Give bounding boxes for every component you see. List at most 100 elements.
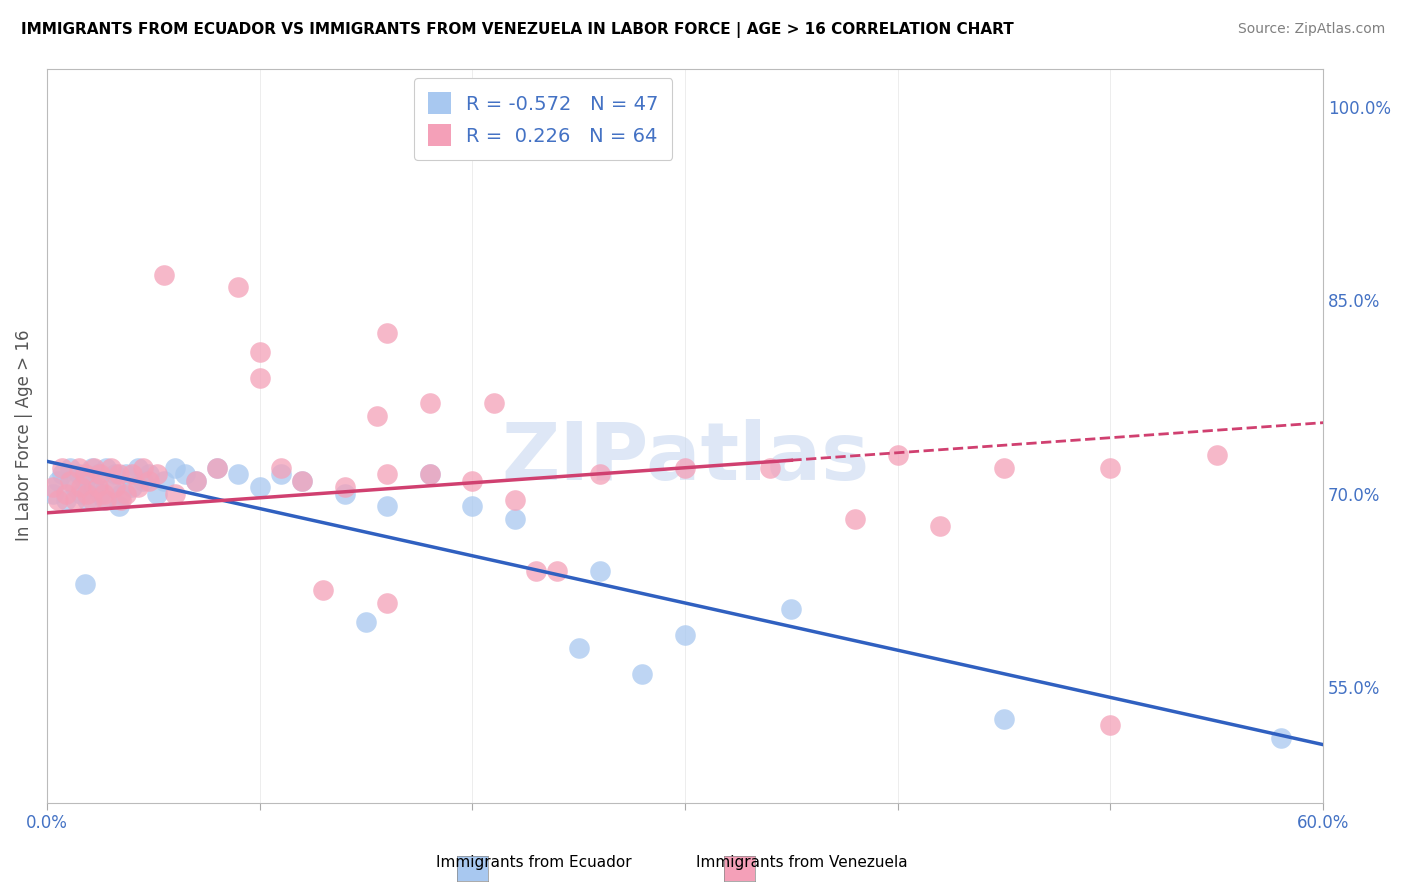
Point bbox=[51, 467, 73, 482]
Point bbox=[153, 474, 176, 488]
Point bbox=[110, 492, 132, 507]
Point bbox=[312, 583, 335, 598]
Point bbox=[75, 474, 97, 488]
Point bbox=[291, 474, 314, 488]
Text: Immigrants from Ecuador: Immigrants from Ecuador bbox=[436, 855, 633, 870]
Point bbox=[42, 486, 65, 500]
Point bbox=[375, 467, 398, 482]
Point bbox=[59, 460, 82, 475]
Point bbox=[228, 467, 250, 482]
Point bbox=[631, 666, 654, 681]
Point bbox=[96, 460, 118, 475]
Point bbox=[419, 467, 441, 482]
Point bbox=[228, 280, 250, 294]
Point bbox=[93, 492, 115, 507]
Point bbox=[87, 467, 110, 482]
Y-axis label: In Labor Force | Age > 16: In Labor Force | Age > 16 bbox=[15, 330, 32, 541]
Point bbox=[76, 486, 98, 500]
Point bbox=[482, 396, 505, 410]
Point bbox=[993, 712, 1015, 726]
Point bbox=[76, 492, 98, 507]
Point bbox=[75, 576, 97, 591]
Point bbox=[929, 518, 952, 533]
Point bbox=[524, 564, 547, 578]
Point bbox=[121, 467, 143, 482]
Point bbox=[138, 467, 160, 482]
Point bbox=[1099, 460, 1122, 475]
Point bbox=[131, 460, 153, 475]
Point bbox=[146, 467, 169, 482]
Point bbox=[1099, 718, 1122, 732]
Point bbox=[568, 641, 591, 656]
Point bbox=[153, 268, 176, 282]
Point bbox=[375, 596, 398, 610]
Point bbox=[80, 492, 103, 507]
Point bbox=[131, 474, 153, 488]
Point bbox=[110, 486, 132, 500]
Text: Immigrants from Venezuela: Immigrants from Venezuela bbox=[696, 855, 907, 870]
Point bbox=[461, 474, 484, 488]
Point bbox=[419, 467, 441, 482]
Point bbox=[121, 480, 143, 494]
Legend: R = -0.572   N = 47, R =  0.226   N = 64: R = -0.572 N = 47, R = 0.226 N = 64 bbox=[413, 78, 672, 160]
Point bbox=[63, 492, 86, 507]
Point bbox=[42, 480, 65, 494]
Point bbox=[993, 460, 1015, 475]
Point bbox=[104, 467, 127, 482]
Point bbox=[354, 615, 377, 630]
Point bbox=[55, 492, 77, 507]
Point bbox=[108, 500, 131, 514]
Point bbox=[163, 460, 186, 475]
Point bbox=[100, 480, 122, 494]
Point bbox=[673, 460, 696, 475]
Point bbox=[780, 602, 803, 616]
Point bbox=[461, 500, 484, 514]
Point bbox=[75, 467, 97, 482]
Point bbox=[844, 512, 866, 526]
Point bbox=[546, 564, 568, 578]
Point bbox=[270, 460, 292, 475]
Point bbox=[589, 467, 612, 482]
Point bbox=[83, 480, 105, 494]
Point bbox=[503, 512, 526, 526]
Point bbox=[270, 467, 292, 482]
Point bbox=[80, 460, 103, 475]
Point bbox=[1205, 448, 1227, 462]
Point bbox=[589, 564, 612, 578]
Point bbox=[104, 480, 127, 494]
Point bbox=[59, 474, 82, 488]
Point bbox=[89, 486, 111, 500]
Point bbox=[249, 344, 271, 359]
Point bbox=[673, 628, 696, 642]
Point bbox=[138, 474, 160, 488]
Point bbox=[127, 460, 149, 475]
Point bbox=[174, 467, 197, 482]
Point bbox=[89, 467, 111, 482]
Point bbox=[70, 486, 93, 500]
Point bbox=[114, 486, 136, 500]
Point bbox=[51, 460, 73, 475]
Point bbox=[419, 396, 441, 410]
Point bbox=[1270, 731, 1292, 746]
Text: ZIPatlas: ZIPatlas bbox=[501, 418, 869, 497]
Point bbox=[375, 326, 398, 340]
Point bbox=[93, 486, 115, 500]
Point bbox=[96, 492, 118, 507]
Point bbox=[87, 480, 110, 494]
Point bbox=[333, 486, 356, 500]
Point bbox=[291, 474, 314, 488]
Point bbox=[886, 448, 908, 462]
Point bbox=[83, 460, 105, 475]
Point bbox=[127, 480, 149, 494]
Point bbox=[184, 474, 207, 488]
Point bbox=[108, 467, 131, 482]
Point bbox=[63, 480, 86, 494]
Point bbox=[146, 486, 169, 500]
Point bbox=[100, 460, 122, 475]
Point bbox=[184, 474, 207, 488]
Point bbox=[759, 460, 782, 475]
Point bbox=[205, 460, 228, 475]
Point bbox=[503, 492, 526, 507]
Text: IMMIGRANTS FROM ECUADOR VS IMMIGRANTS FROM VENEZUELA IN LABOR FORCE | AGE > 16 C: IMMIGRANTS FROM ECUADOR VS IMMIGRANTS FR… bbox=[21, 22, 1014, 38]
Point bbox=[46, 474, 69, 488]
